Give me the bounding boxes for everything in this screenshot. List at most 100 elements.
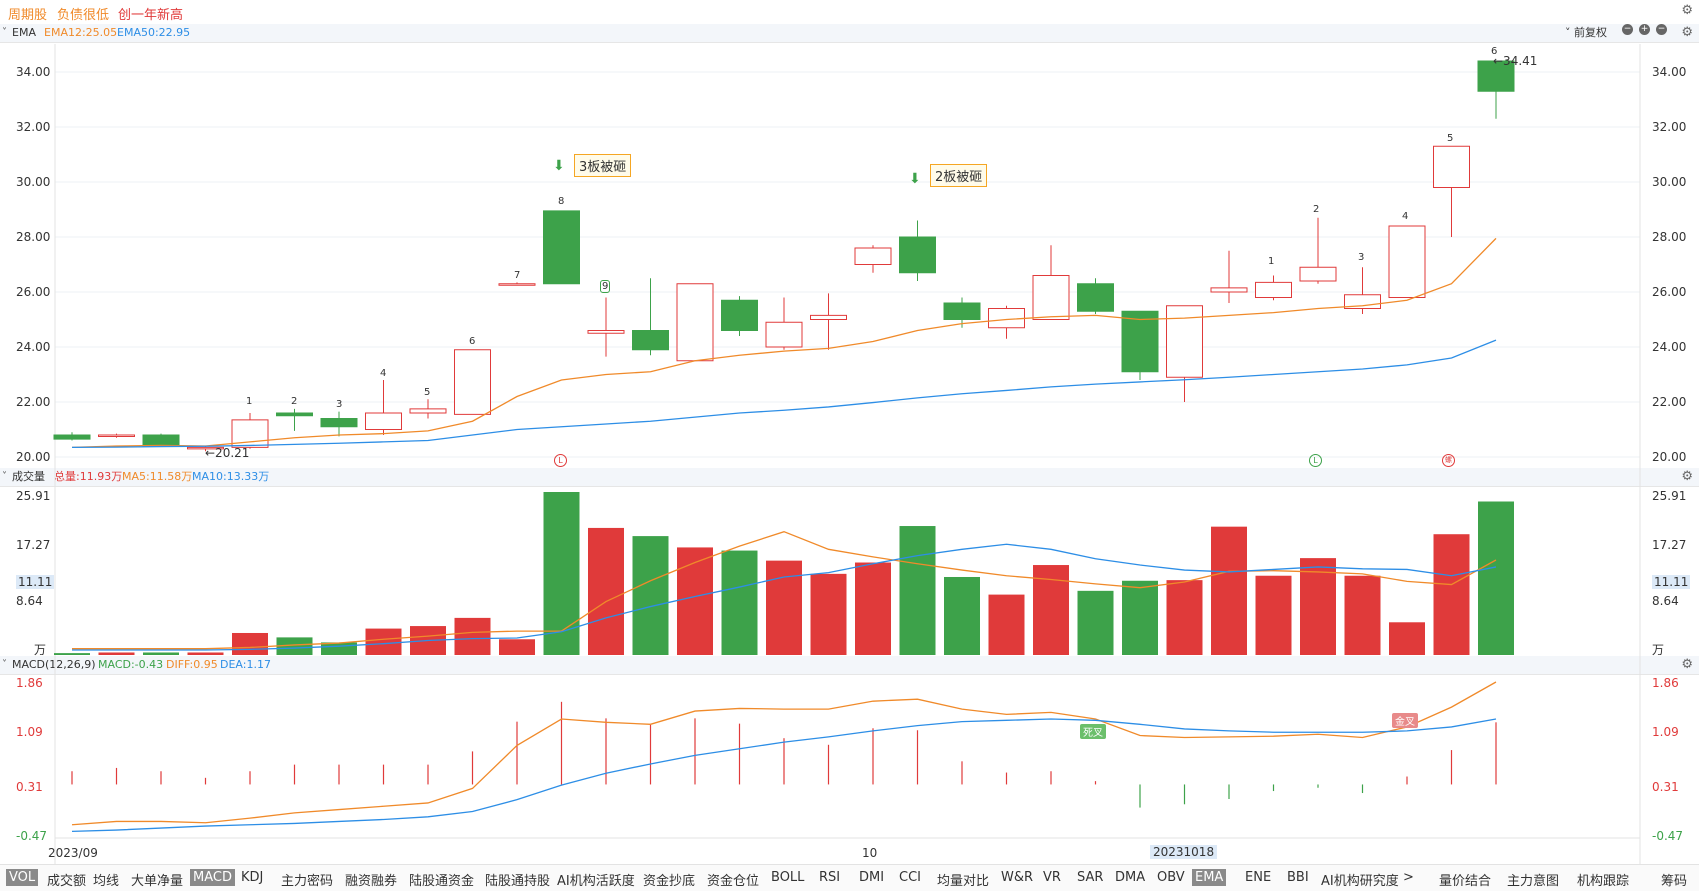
volume-bar [1433,534,1470,655]
tab-rsi[interactable]: RSI [819,870,841,885]
candle-body [587,330,625,334]
tab-hk-connect-hold[interactable]: 陆股通持股 [485,874,551,889]
volume-cursor-value-left: 11.11 [16,575,55,589]
marker-l: L [1309,454,1322,467]
volume-bar [1122,580,1158,655]
volume-bar [1300,558,1336,655]
plus-circle-icon[interactable]: + [1639,24,1650,35]
volume-bar [321,642,357,655]
tab-sar[interactable]: SAR [1077,870,1104,885]
candle-body [632,330,669,351]
macd-tick-right: -0.47 [1652,829,1684,843]
price-tick-left: 32.00 [16,120,51,134]
tab-margin[interactable]: 融资融券 [345,874,398,889]
gear-icon[interactable]: ⚙ [1681,3,1693,18]
candle-number: 5 [424,387,431,398]
ema50-line [71,339,1497,449]
macd-tick-left: 1.86 [16,676,43,690]
candle-body [810,314,847,320]
tab-bbi[interactable]: BBI [1287,870,1309,885]
chevron-down-icon: ˅ [1565,26,1574,39]
gear-icon[interactable]: ⚙ [1681,469,1693,484]
adjust-selector[interactable]: ˅ 前复权 [1565,24,1607,42]
chevron-down-icon[interactable]: ˅ [2,471,7,482]
arrow-down-icon: ⬇ [909,171,921,187]
gear-icon[interactable]: ⚙ [1681,657,1693,672]
macd-diff-line [71,681,1497,826]
tab-big-order[interactable]: 大单净量 [131,874,184,889]
tab-ai-research[interactable]: AI机构研究度 [1321,874,1399,889]
tab-ai-activity[interactable]: AI机构活跃度 [557,874,635,889]
gear-icon[interactable]: ⚙ [1681,25,1693,40]
candle-number: 3 [1358,252,1365,263]
tab-hk-connect-fund[interactable]: 陆股通资金 [409,874,475,889]
volume-cursor-value-right: 11.11 [1652,575,1691,589]
tab-ene[interactable]: ENE [1245,870,1272,885]
volume-total: 总量:11.93万 [54,470,123,483]
tab-obv[interactable]: OBV [1157,870,1185,885]
tab-ema[interactable]: EMA [1192,869,1227,886]
minus-circle-icon[interactable]: − [1656,24,1667,35]
tab-position[interactable]: 资金仓位 [707,874,760,889]
volume-bar [54,653,90,655]
tab-price-volume[interactable]: 量价结合 [1439,874,1492,889]
tag-cyclical[interactable]: 周期股 [8,8,48,23]
tab-vr[interactable]: VR [1043,870,1061,885]
volume-bar [276,637,313,655]
low-price-label: ←20.21 [205,446,250,460]
macd-tick-right: 1.86 [1652,676,1679,690]
tab-macd[interactable]: MACD [190,869,235,886]
price-tick-right: 30.00 [1652,175,1687,189]
volume-bar [1166,580,1203,655]
tab-main-intent[interactable]: 主力意图 [1507,874,1560,889]
tab-wr[interactable]: W&R [1001,870,1034,885]
marker-l: L [554,454,567,467]
candle-number: 4 [1402,211,1409,222]
volume-panel-header: ˅ 成交量 总量:11.93万 MA5:11.58万 MA10:13.33万 ⚙ [0,468,1699,487]
volume-bar [365,628,402,655]
tag-low-debt[interactable]: 负债很低 [57,8,110,23]
volume-ma5: MA5:11.58万 [122,470,193,483]
chevron-down-icon[interactable]: ˅ [2,659,7,670]
golden-cross-label: 金叉 [1392,713,1418,728]
volume-bar [143,652,179,655]
volume-tick-right: 8.64 [1652,594,1679,608]
tab-turnover[interactable]: 成交额 [47,874,87,889]
chevron-down-icon[interactable]: ˅ [2,27,7,38]
tab-institution-track[interactable]: 机构跟踪 [1577,874,1630,889]
candle-number: 3 [336,399,343,410]
tab-main-force-code[interactable]: 主力密码 [281,874,334,889]
candle-number: 1 [246,396,253,407]
candle-body [409,408,447,414]
tab-vol[interactable]: VOL [6,869,39,886]
tab-cci[interactable]: CCI [899,870,921,885]
volume-tick-right: 17.27 [1652,538,1687,552]
stock-chart[interactable] [0,0,1699,864]
candle-body [454,349,491,415]
volume-bar [1389,622,1425,655]
tag-new-high[interactable]: 创一年新高 [118,8,184,23]
tab-volume-compare[interactable]: 均量对比 [937,874,990,889]
tab-bottom-fishing[interactable]: 资金抄底 [643,874,696,889]
tab-dmi[interactable]: DMI [859,870,885,885]
candle-number: 6 [1491,46,1498,57]
marker-spiral: 螺 [1442,454,1455,467]
tab-chips[interactable]: 筹码 [1661,874,1688,889]
volume-bar [454,617,491,655]
price-tick-left: 24.00 [16,340,51,354]
tab-dma[interactable]: DMA [1115,870,1146,885]
tab-boll[interactable]: BOLL [771,870,805,885]
candle-body [543,210,580,285]
volume-unit-right: 万 [1652,643,1665,657]
chevron-right-icon[interactable]: > [1403,870,1414,885]
candle-number: 1 [1268,256,1275,267]
tab-ma[interactable]: 均线 [93,874,120,889]
price-tick-left: 20.00 [16,450,51,464]
x-axis-month: 10 [862,846,878,860]
volume-bar [721,550,758,655]
tab-kdj[interactable]: KDJ [241,870,264,885]
macd-panel-header: ˅ MACD(12,26,9) MACD:-0.43 DIFF:0.95 DEA… [0,656,1699,675]
minus-circle-icon[interactable]: − [1622,24,1633,35]
volume-bar [632,536,669,655]
candle-body [320,418,358,428]
